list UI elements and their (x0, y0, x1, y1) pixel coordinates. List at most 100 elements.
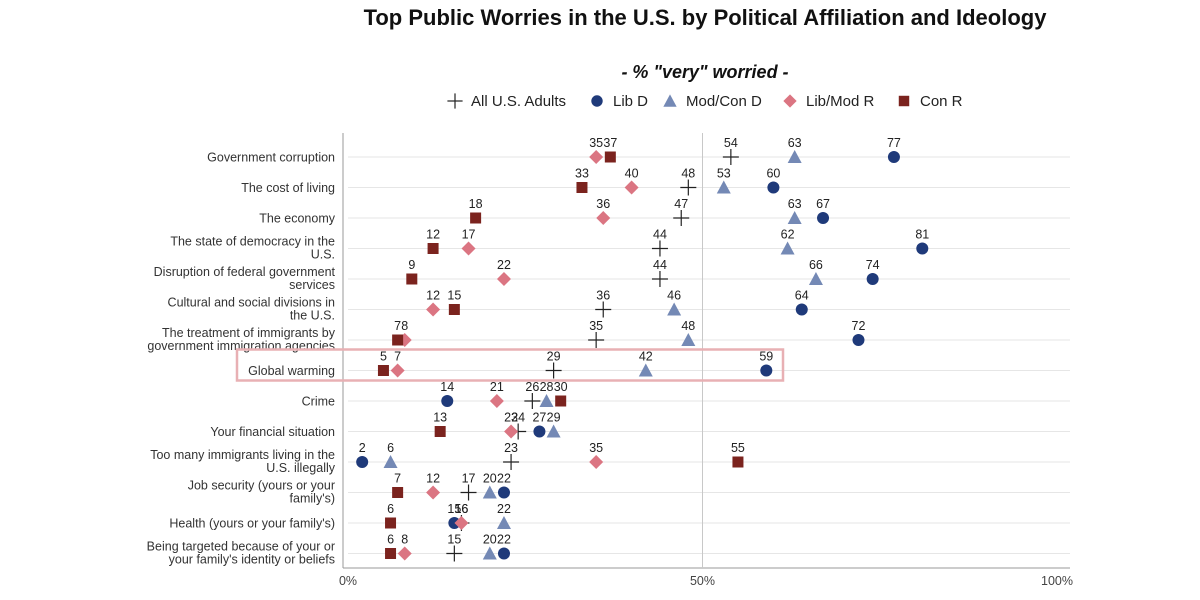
data-point (448, 304, 460, 315)
data-point (385, 517, 397, 529)
data-label: 29 (547, 350, 561, 364)
category-label: The state of democracy in the U.S. (170, 235, 335, 262)
category-label: Too many immigrants living in the U.S. il… (150, 448, 336, 475)
data-label: 36 (596, 197, 610, 211)
data-label: 35 (589, 319, 603, 333)
data-label: 77 (887, 136, 901, 150)
data-label: 60 (766, 167, 780, 181)
category-label: Global warming (248, 364, 335, 378)
data-label: 22 (497, 258, 511, 272)
data-label: 21 (490, 380, 504, 394)
data-point (767, 181, 780, 194)
data-label: 7 (394, 350, 401, 364)
data-label: 6 (387, 441, 394, 455)
category-label-line: services (289, 278, 335, 292)
data-label: 44 (653, 228, 667, 242)
data-point (426, 485, 441, 500)
legend-item: Mod/Con D (660, 90, 762, 112)
data-label: 12 (426, 472, 440, 486)
data-label: 64 (795, 289, 809, 303)
data-point (392, 487, 404, 498)
data-point (497, 486, 510, 499)
category-label: Being targeted because of your or your fa… (147, 540, 335, 567)
data-label: 6 (387, 533, 394, 547)
data-point (589, 150, 604, 164)
data-label: 37 (603, 136, 617, 150)
data-label: 74 (866, 258, 880, 272)
data-label: 33 (575, 167, 589, 181)
data-point (460, 484, 477, 501)
data-point (673, 210, 690, 226)
data-point (461, 241, 476, 256)
data-label: 6 (387, 502, 394, 516)
legend-marker (447, 93, 463, 109)
legend-item: Lib/Mod R (780, 90, 874, 112)
data-point (539, 394, 554, 407)
data-label: 7 (394, 319, 401, 333)
data-label: 36 (596, 289, 610, 303)
legend-label: Con R (920, 92, 963, 110)
data-label: 35 (589, 441, 603, 455)
data-point (595, 301, 612, 318)
legend-label: Lib D (613, 92, 649, 110)
category-label: Disruption of federal government services (154, 265, 336, 292)
legend-marker (898, 95, 910, 107)
data-label: 7 (394, 472, 401, 486)
data-point (441, 395, 454, 407)
x-tick-label: 50% (690, 574, 715, 588)
data-label: 20 (483, 533, 497, 547)
data-label: 48 (681, 167, 695, 181)
data-point (503, 454, 520, 470)
data-point (716, 180, 731, 194)
data-label: 44 (653, 258, 667, 272)
data-point (397, 546, 412, 561)
data-point (392, 334, 404, 346)
data-label: 12 (426, 289, 440, 303)
data-label: 72 (852, 319, 866, 333)
legend-label: All U.S. Adults (471, 92, 567, 110)
legend: All U.S. Adults Lib D Mod/Con D Lib/Mod R Co… (340, 90, 1070, 112)
chart-subtitle: - % "very" worried - (621, 62, 789, 82)
data-point (482, 485, 497, 499)
data-point (448, 517, 461, 529)
data-label: 15 (447, 289, 461, 303)
x-tick-label: 0% (339, 574, 357, 588)
data-point (667, 302, 682, 316)
category-label-line: your family's identity or beliefs (169, 553, 335, 567)
legend-marker (783, 94, 797, 108)
data-label: 67 (816, 197, 830, 211)
data-point (406, 273, 418, 285)
data-label: 22 (497, 472, 511, 486)
data-point (916, 242, 929, 255)
data-label: 53 (717, 167, 731, 181)
category-label-line: Too many immigrants living in the (150, 448, 335, 462)
data-label: 23 (504, 441, 518, 455)
data-point (524, 393, 541, 409)
legend-marker (663, 94, 677, 107)
data-label: 46 (667, 289, 681, 303)
category-label-line: government immigration agencies (147, 339, 335, 353)
data-point (732, 456, 744, 468)
data-point (390, 363, 405, 378)
data-label: 22 (497, 502, 511, 516)
data-point (496, 272, 511, 286)
data-label: 30 (554, 380, 568, 394)
data-label: 40 (625, 167, 639, 181)
data-label: 9 (408, 258, 415, 272)
data-point (454, 516, 469, 530)
data-point (866, 273, 879, 285)
data-label: 16 (454, 502, 468, 516)
data-point (504, 424, 519, 439)
category-label: The economy (259, 212, 335, 226)
data-point (446, 545, 463, 562)
data-label: 23 (504, 411, 518, 425)
category-label-line: U.S. (311, 248, 335, 262)
data-label: 81 (915, 228, 929, 242)
data-label: 2 (359, 441, 366, 455)
category-label: Job security (yours or your family's) (188, 479, 335, 506)
category-label-line: The treatment of immigrants by (162, 326, 336, 340)
data-label: 13 (433, 411, 447, 425)
legend-marker-icon (898, 95, 910, 107)
data-point (787, 211, 802, 224)
legend-item: All U.S. Adults (445, 90, 566, 112)
